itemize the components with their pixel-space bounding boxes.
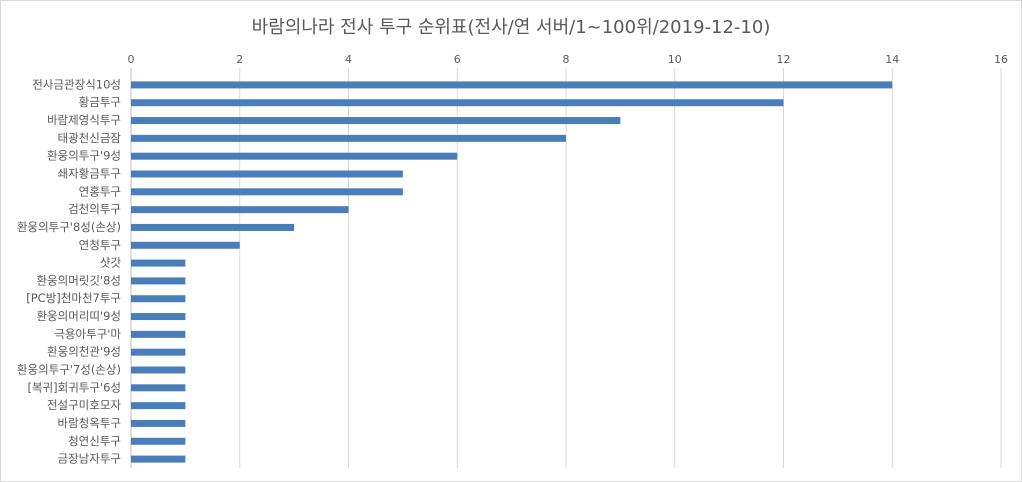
bar: [131, 259, 186, 267]
bar: [131, 348, 186, 356]
x-tick-label: 12: [777, 53, 791, 66]
y-tick-label: 환웅의천관'9성: [47, 345, 121, 359]
x-tick-label: 2: [236, 53, 243, 66]
bar: [131, 402, 186, 410]
y-tick-label: [PC방]천마천7투구: [26, 291, 121, 305]
bar: [131, 384, 186, 392]
y-tick-label: 황금투구: [79, 95, 121, 109]
y-tick-label: 금장남자투구: [58, 452, 121, 466]
y-tick-label: 샷갓: [100, 256, 122, 270]
bar: [131, 277, 186, 285]
x-tick-label: 4: [345, 53, 352, 66]
bar: [131, 134, 566, 142]
bar: [131, 170, 403, 178]
y-tick-label: 전사금관장식10성: [32, 77, 121, 91]
bar: [131, 366, 186, 374]
x-tick-label: 6: [454, 53, 461, 66]
x-tick-label: 8: [563, 53, 570, 66]
y-tick-label: 환웅의투구'7성(손상): [17, 363, 121, 377]
bar: [131, 295, 186, 303]
y-tick-label: 연홍투구: [79, 184, 121, 198]
x-tick-label: 14: [885, 53, 899, 66]
y-tick-label: 청연신투구: [68, 434, 121, 448]
bar: [131, 152, 458, 160]
y-tick-label: 바람제영식투구: [47, 113, 121, 127]
y-tick-label: 환웅의투구'8성(손상): [17, 220, 121, 234]
y-tick-label: 환웅의머리띠'9성: [36, 309, 121, 323]
bar: [131, 455, 186, 463]
y-tick-label: [복귀]회귀투구'6성: [27, 380, 121, 394]
bar: [131, 330, 186, 338]
bar: [131, 437, 186, 445]
bar: [131, 223, 295, 231]
y-tick-label: 환웅의투구'9성: [47, 149, 121, 163]
bar: [131, 117, 621, 125]
y-tick-label: 전설구미호모자: [47, 398, 121, 412]
y-tick-label: 바람청옥투구: [58, 416, 121, 430]
y-tick-label: 환웅의머릿깃'8성: [36, 273, 121, 287]
y-tick-label: 연청투구: [79, 238, 121, 252]
x-tick-label: 0: [128, 53, 135, 66]
x-tick-label: 10: [668, 53, 682, 66]
bar: [131, 206, 349, 214]
bar: [131, 188, 403, 196]
y-tick-label: 쇄자황금투구: [58, 167, 121, 181]
y-tick-label: 극용아투구'마: [54, 327, 121, 341]
bar: [131, 419, 186, 427]
chart-title: 바람의나라 전사 투구 순위표(전사/연 서버/1~100위/2019-12-1…: [252, 17, 771, 38]
bar: [131, 81, 893, 89]
y-tick-label: 태광천신금잠: [58, 131, 122, 145]
x-tick-label: 16: [994, 53, 1008, 66]
y-tick-label: 검천의투구: [68, 202, 121, 216]
bar: [131, 313, 186, 321]
bar: [131, 99, 784, 107]
bar: [131, 241, 240, 249]
